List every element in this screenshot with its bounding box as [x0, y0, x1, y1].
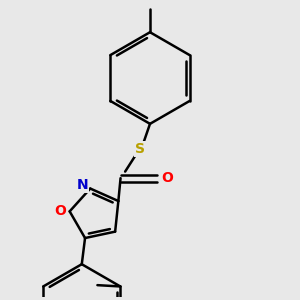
- Text: N: N: [76, 178, 88, 192]
- Text: O: O: [162, 171, 174, 185]
- Text: S: S: [135, 142, 145, 156]
- Text: O: O: [54, 204, 66, 218]
